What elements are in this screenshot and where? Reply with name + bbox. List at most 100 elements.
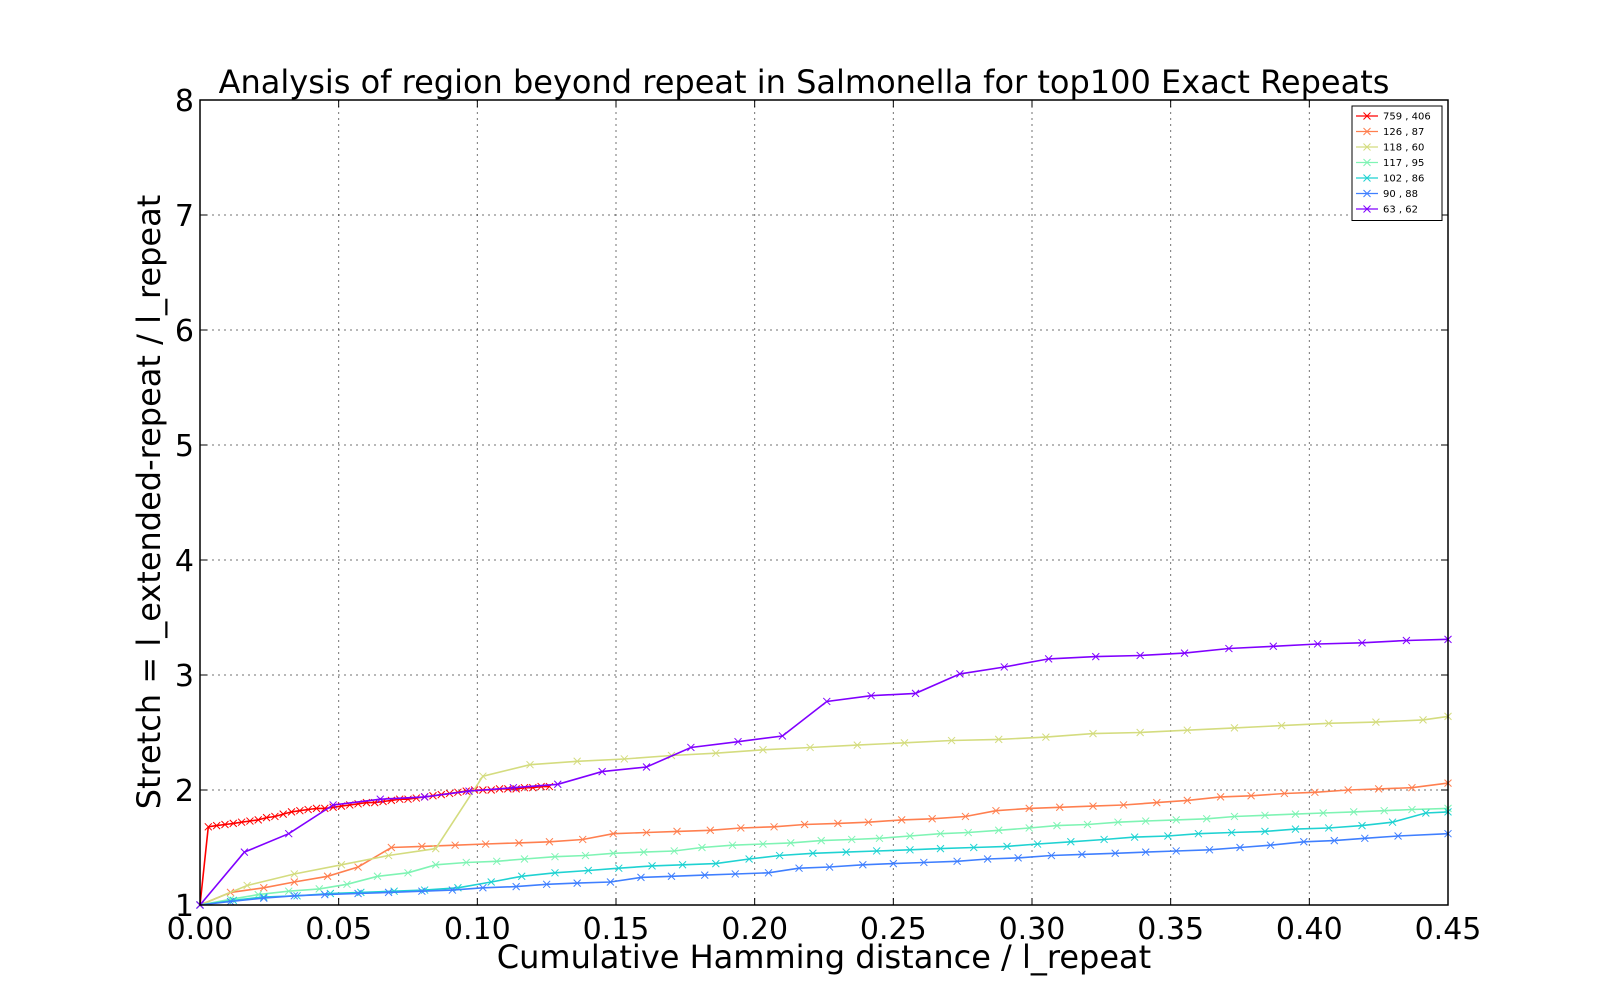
legend-marker	[1363, 112, 1371, 120]
data-point	[1055, 803, 1064, 812]
legend-item: 759 , 406	[1356, 112, 1431, 123]
data-point	[711, 859, 720, 868]
legend-label: 102 , 86	[1383, 174, 1424, 185]
data-point	[906, 832, 914, 840]
data-point	[384, 851, 393, 860]
data-point	[673, 827, 681, 836]
data-point	[279, 810, 288, 819]
data-point	[1380, 806, 1389, 815]
data-point	[953, 857, 961, 866]
data-point	[648, 862, 656, 870]
data-point	[609, 849, 618, 858]
data-point	[778, 732, 787, 740]
data-point	[1130, 833, 1139, 842]
data-point	[642, 828, 651, 837]
x-tick-label: 0.00	[167, 912, 234, 947]
y-tick-label: 3	[175, 659, 194, 694]
legend-box	[1351, 105, 1443, 221]
data-point	[545, 837, 554, 846]
data-point	[520, 855, 529, 863]
data-point	[806, 743, 814, 752]
data-point	[492, 857, 501, 866]
series-5	[196, 829, 1452, 909]
data-point	[384, 888, 393, 897]
y-tick-label: 7	[175, 199, 194, 234]
x-tick-label: 0.15	[583, 912, 650, 947]
data-point	[320, 890, 329, 899]
data-point	[1330, 836, 1339, 845]
data-point	[1141, 848, 1150, 856]
data-point	[1324, 824, 1333, 832]
data-point	[204, 822, 213, 831]
data-point	[229, 896, 238, 905]
data-point	[431, 860, 440, 869]
data-point	[759, 745, 767, 754]
data-point	[964, 828, 973, 837]
y-axis-label: Stretch = l_extended-repeat / l_repeat	[130, 195, 168, 810]
y-tick-label: 1	[175, 889, 194, 924]
data-point	[320, 804, 329, 813]
data-point	[1408, 805, 1416, 814]
data-point	[254, 816, 263, 824]
data-point	[517, 872, 526, 881]
data-point	[509, 783, 518, 792]
x-tick-label: 0.45	[1415, 912, 1482, 947]
legend-marker	[1363, 143, 1371, 151]
data-point	[1089, 729, 1097, 738]
y-tick-label: 5	[175, 429, 194, 464]
data-point	[1083, 820, 1092, 829]
data-point	[609, 829, 618, 838]
data-point	[1183, 796, 1192, 805]
data-point	[240, 848, 249, 856]
data-point	[1360, 834, 1369, 843]
data-point	[1183, 726, 1192, 735]
data-point	[1066, 837, 1075, 846]
data-point	[1141, 817, 1150, 825]
legend-item: 126 , 87	[1356, 127, 1424, 138]
data-point	[395, 795, 404, 804]
data-point	[354, 863, 362, 871]
data-point	[1299, 837, 1308, 846]
data-point	[1202, 814, 1211, 823]
data-point	[1349, 807, 1358, 816]
series-line	[199, 811, 1449, 906]
data-point	[1408, 783, 1416, 792]
data-point	[373, 872, 382, 881]
data-point	[736, 824, 745, 832]
data-point	[795, 864, 803, 873]
data-point	[553, 780, 562, 789]
data-point	[786, 839, 795, 847]
data-point	[262, 813, 271, 822]
data-point	[961, 812, 970, 821]
y-tick-label: 2	[175, 774, 194, 809]
data-point	[770, 822, 778, 831]
data-point	[226, 897, 235, 906]
data-point	[1091, 652, 1100, 661]
data-point	[512, 882, 521, 891]
data-point	[312, 804, 321, 813]
data-point	[834, 819, 842, 828]
data-point	[1372, 718, 1380, 727]
chart-title: Analysis of region beyond repeat in Salm…	[219, 63, 1390, 101]
data-point	[1025, 824, 1034, 832]
x-tick-label: 0.40	[1276, 912, 1343, 947]
data-point	[759, 840, 767, 848]
data-point	[706, 826, 715, 835]
data-point	[800, 820, 809, 829]
data-point	[897, 816, 906, 824]
data-point	[992, 806, 1000, 815]
data-point	[1014, 853, 1022, 862]
series-6	[196, 635, 1452, 909]
data-point	[1225, 644, 1233, 653]
data-point	[323, 872, 332, 881]
data-point	[1266, 841, 1275, 850]
data-point	[1313, 640, 1322, 648]
data-point	[825, 863, 834, 871]
data-point	[1000, 663, 1009, 671]
data-point	[822, 697, 831, 706]
data-point	[284, 829, 293, 838]
data-point	[639, 848, 648, 856]
plot-area-frame	[199, 99, 1449, 906]
data-point	[928, 814, 937, 823]
data-point	[1194, 829, 1203, 838]
